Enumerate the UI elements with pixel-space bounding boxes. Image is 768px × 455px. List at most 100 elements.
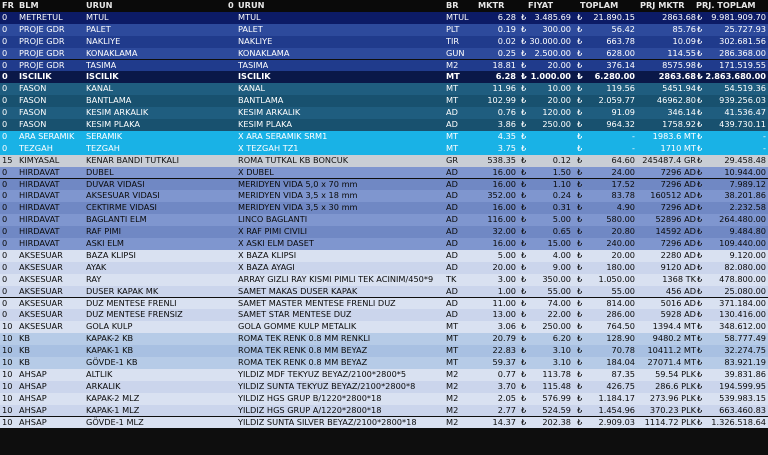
cell-urun[interactable]: ISCILIK [86, 71, 119, 82]
cell-urun2[interactable]: MERIDYEN VIDA 3,5 x 30 mm [238, 202, 358, 213]
cell-toplam[interactable]: 184.04 [606, 357, 635, 367]
cell-mktr[interactable]: 22.83 [492, 345, 516, 356]
cell-br[interactable]: M2 [446, 368, 459, 379]
cell-mktr[interactable]: 116.00 [487, 214, 516, 225]
cell-urun2[interactable]: PALET [238, 23, 263, 34]
cell-br[interactable]: MT [446, 95, 459, 106]
cell-mktr[interactable]: 3.06 [497, 321, 516, 332]
cell-fr[interactable]: 0 [2, 226, 8, 237]
currency-symbol[interactable]: ₺ [521, 249, 527, 260]
cell-prj-toplam[interactable]: 109.440.00 [719, 238, 766, 248]
cell-mktr[interactable]: 20.00 [492, 261, 516, 272]
cell-urun[interactable]: KONAKLAMA [86, 47, 138, 58]
cell-toplam[interactable]: 2.909.03 [598, 416, 635, 427]
cell-prj-mktr[interactable]: 14592 AD [655, 226, 696, 237]
cell-prj-mktr[interactable]: 5016 AD [660, 297, 696, 308]
cell-mktr[interactable]: 6.28 [497, 11, 516, 22]
cell-prj-toplam[interactable]: 29.458.48 [724, 154, 766, 165]
cell-prj-toplam[interactable]: 348.612.00 [719, 321, 766, 332]
cell-fiyat[interactable]: 0.65 [552, 226, 571, 237]
currency-symbol[interactable]: ₺ [697, 119, 703, 129]
cell-urun[interactable]: SERAMIK [86, 130, 123, 141]
cell-fr[interactable]: 0 [2, 95, 8, 106]
cell-fr[interactable]: 10 [2, 333, 13, 344]
cell-urun2[interactable]: SAMET MAKAS DUSER KAPAK [238, 285, 358, 296]
cell-prj-mktr[interactable]: 59.54 PLK [655, 368, 696, 379]
table-row[interactable]: 0 TEZGAH TEZGAH X TEZGAH TZ1 MT 3.75 ₺ ₺ - 1710 M… [0, 142, 768, 155]
cell-urun[interactable]: ARKALIK [86, 380, 121, 391]
cell-urun2[interactable]: YILDIZ SUNTA TEKYUZ BEYAZ/2100*2800*8 [238, 380, 416, 391]
cell-toplam[interactable]: 6.280.00 [594, 71, 635, 82]
currency-symbol[interactable]: ₺ [697, 357, 703, 367]
cell-urun[interactable]: KANAL [86, 83, 114, 94]
cell-toplam[interactable]: 964.32 [606, 119, 635, 129]
cell-urun[interactable]: KENAR BANDI TUTKALI [86, 154, 180, 165]
cell-blm[interactable]: HIRDAVAT [19, 202, 60, 213]
cell-prj-mktr[interactable]: 7296 AD [660, 202, 696, 213]
cell-br[interactable]: AD [446, 309, 458, 320]
cell-urun[interactable]: KAPAK-2 KB [86, 333, 134, 344]
cell-urun[interactable]: GÖVDE-1 MLZ [86, 416, 144, 427]
currency-symbol[interactable]: ₺ [697, 154, 703, 165]
currency-symbol[interactable]: ₺ [521, 83, 527, 94]
cell-toplam[interactable]: 83.78 [611, 190, 635, 201]
cell-urun2[interactable]: X DUBEL [238, 166, 274, 177]
cell-br[interactable]: AD [446, 238, 458, 248]
currency-symbol[interactable]: ₺ [577, 226, 583, 237]
cell-toplam[interactable]: 4.90 [616, 202, 635, 213]
currency-symbol[interactable]: ₺ [697, 35, 703, 46]
cell-fiyat[interactable]: 74.00 [547, 297, 571, 308]
cell-prj-mktr[interactable]: 27071.4 MT [647, 357, 696, 367]
cell-fiyat[interactable]: 3.10 [552, 357, 571, 367]
currency-symbol[interactable]: ₺ [521, 238, 527, 248]
currency-symbol[interactable]: ₺ [577, 142, 583, 153]
header-urun[interactable]: URUN [86, 0, 113, 10]
cell-toplam[interactable]: 128.90 [606, 333, 635, 344]
currency-symbol[interactable]: ₺ [521, 59, 527, 70]
cell-toplam[interactable]: 1.050.00 [598, 273, 635, 284]
cell-urun2[interactable]: KESIM ARKALIK [238, 107, 301, 118]
cell-fiyat[interactable] [529, 143, 571, 155]
cell-urun[interactable]: DUSER KAPAK MK [86, 285, 159, 296]
cell-mktr[interactable]: 18.81 [492, 59, 516, 70]
cell-blm[interactable]: KIMYASAL [19, 154, 60, 165]
table-row[interactable]: 10 AHSAP ALTLIK YILDIZ MDF TEKYUZ BEYAZ/210… [0, 368, 768, 381]
currency-symbol[interactable]: ₺ [697, 166, 703, 177]
currency-symbol[interactable]: ₺ [697, 249, 703, 260]
cell-prj-toplam[interactable]: 130.416.00 [719, 309, 766, 320]
cell-fr[interactable]: 0 [2, 297, 8, 308]
cell-blm[interactable]: FASON [19, 119, 47, 129]
currency-symbol[interactable]: ₺ [521, 226, 527, 237]
cell-blm[interactable]: METRETUL [19, 11, 63, 22]
cell-fiyat[interactable]: 0.31 [552, 202, 571, 213]
cell-prj-toplam[interactable]: 2.232.58 [729, 202, 766, 213]
currency-symbol[interactable]: ₺ [577, 178, 583, 189]
cell-mktr[interactable]: 16.00 [492, 202, 516, 213]
cell-urun[interactable]: BANTLAMA [86, 95, 132, 106]
cell-urun2[interactable]: ISCILIK [238, 71, 271, 82]
table-row[interactable]: 0 AKSESUAR DUZ MENTESE FRENSIZ SAMET STAR M… [0, 309, 768, 322]
currency-symbol[interactable]: ₺ [521, 309, 527, 320]
cell-urun2[interactable]: MTUL [238, 11, 261, 22]
currency-symbol[interactable]: ₺ [697, 130, 703, 141]
header-fiyat[interactable]: FIYAT [528, 0, 554, 10]
cell-urun[interactable]: TASIMA [86, 59, 117, 70]
currency-symbol[interactable]: ₺ [697, 392, 703, 403]
cell-urun2[interactable]: TASIMA [238, 59, 269, 70]
cell-urun[interactable]: KAPAK-1 MLZ [86, 404, 140, 415]
cell-prj-toplam[interactable]: 39.831.86 [724, 368, 766, 379]
table-row[interactable]: 0 PROJE GDR NAKLIYE NAKLIYE TIR 0.02 ₺ 30.000.0… [0, 35, 768, 48]
cell-fiyat[interactable]: 115.48 [542, 380, 571, 391]
cell-mktr[interactable]: 59.37 [492, 357, 516, 367]
cell-urun[interactable]: KESIM PLAKA [86, 119, 140, 129]
currency-symbol[interactable]: ₺ [521, 202, 527, 213]
cell-fiyat[interactable]: 1.50 [552, 166, 571, 177]
cell-urun[interactable]: CEKTIRME VIDASI [86, 202, 157, 213]
cell-fr[interactable]: 0 [2, 178, 8, 189]
cell-prj-toplam[interactable]: 9.484.80 [729, 226, 766, 237]
cell-urun[interactable]: DUVAR VIDASI [86, 178, 145, 189]
cell-blm[interactable]: PROJE GDR [19, 59, 65, 70]
currency-symbol[interactable]: ₺ [521, 178, 527, 189]
cell-urun2[interactable]: ROMA TEK RENK 0.8 MM BEYAZ [238, 357, 368, 367]
cell-br[interactable]: M2 [446, 392, 459, 403]
